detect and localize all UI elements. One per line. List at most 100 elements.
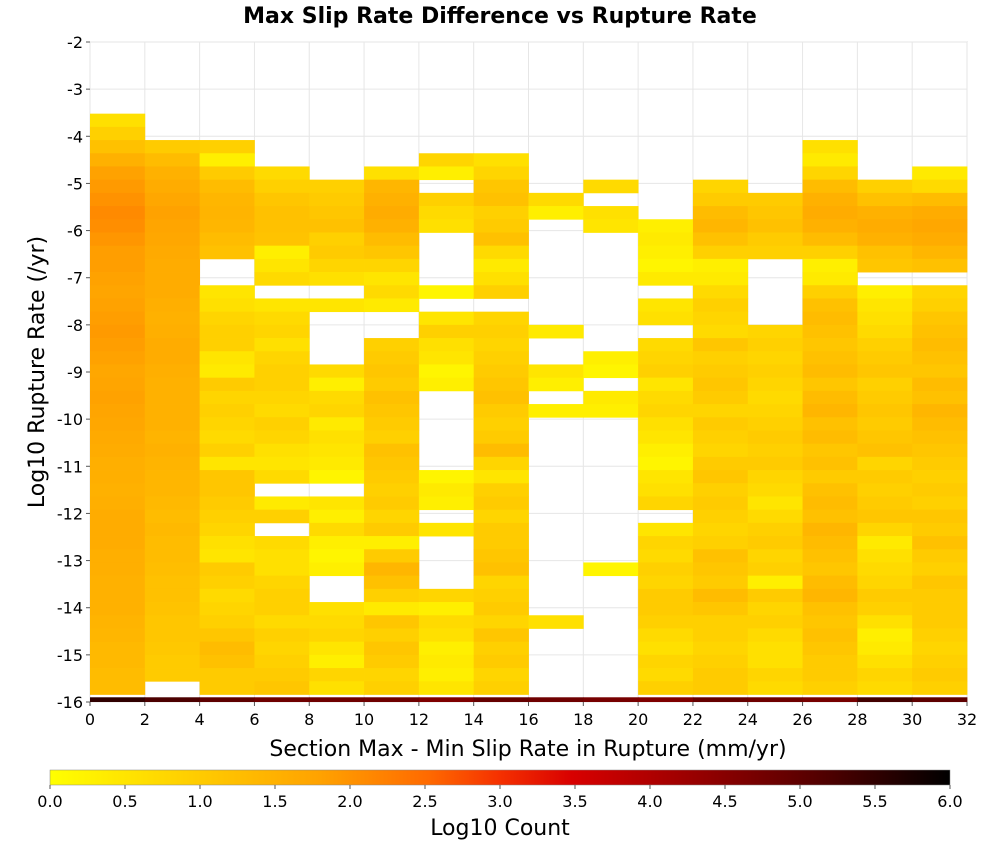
heatmap-cell bbox=[144, 668, 201, 682]
colorbar-tick-label: 1.0 bbox=[187, 792, 212, 811]
heatmap-cell bbox=[802, 430, 858, 445]
heatmap-cell bbox=[638, 641, 694, 656]
heatmap-cell bbox=[144, 166, 201, 181]
heatmap-cell bbox=[528, 615, 584, 629]
heatmap-cell bbox=[692, 470, 749, 484]
heatmap-cell bbox=[638, 575, 694, 590]
heatmap-cell bbox=[90, 522, 146, 537]
heatmap-cell bbox=[747, 456, 803, 471]
heatmap-cell bbox=[90, 417, 146, 431]
heatmap-cell bbox=[254, 219, 310, 233]
heatmap-cell bbox=[857, 324, 913, 339]
heatmap-cell bbox=[90, 285, 146, 299]
heatmap-cell bbox=[199, 681, 255, 695]
heatmap-cell bbox=[90, 470, 146, 484]
heatmap-cell bbox=[912, 364, 968, 379]
heatmap-cell bbox=[364, 351, 420, 365]
heatmap-cell bbox=[254, 417, 310, 431]
heatmap-cell bbox=[144, 522, 201, 537]
heatmap-cell bbox=[309, 219, 365, 233]
heatmap-cell bbox=[364, 496, 420, 511]
heatmap-cell bbox=[144, 470, 201, 484]
heatmap-cell bbox=[638, 522, 694, 537]
heatmap-cell bbox=[309, 522, 365, 537]
heatmap-cell bbox=[638, 681, 694, 695]
heatmap-cell bbox=[199, 575, 255, 590]
y-tick-labels: -2 -3 -4 -5 -6 -7 -8 -9 -10 -11 -12 -13 -14 -15 -16 bbox=[57, 33, 90, 712]
heatmap-cell bbox=[912, 575, 968, 590]
heatmap-cell bbox=[912, 496, 968, 511]
heatmap-cell bbox=[364, 575, 420, 590]
heatmap-cell bbox=[199, 192, 255, 207]
heatmap-cell bbox=[254, 390, 310, 405]
heatmap-cell bbox=[364, 536, 420, 550]
heatmap-cell bbox=[473, 430, 529, 445]
heatmap-cell bbox=[254, 298, 310, 313]
heatmap-cell bbox=[638, 536, 694, 550]
heatmap-cell bbox=[857, 456, 913, 471]
heatmap-cell bbox=[364, 641, 420, 656]
heatmap-cell bbox=[254, 681, 310, 695]
heatmap-cell bbox=[692, 338, 749, 352]
heatmap-cell bbox=[857, 443, 913, 458]
heatmap-cell bbox=[473, 681, 529, 695]
heatmap-cell bbox=[364, 404, 420, 418]
heatmap-cell-bottom bbox=[199, 697, 255, 702]
heatmap-cell bbox=[254, 364, 310, 379]
chart-title: Max Slip Rate Difference vs Rupture Rate bbox=[243, 4, 757, 29]
heatmap-cell bbox=[638, 232, 694, 247]
heatmap-cell-bottom bbox=[692, 697, 749, 702]
heatmap-cell bbox=[254, 245, 310, 260]
heatmap-cell bbox=[802, 641, 858, 656]
heatmap-cell bbox=[747, 536, 803, 550]
heatmap-cell bbox=[638, 443, 694, 458]
heatmap-cell bbox=[309, 654, 365, 669]
heatmap-cell bbox=[857, 575, 913, 590]
heatmap-cell bbox=[364, 258, 420, 273]
heatmap-cell bbox=[309, 641, 365, 656]
heatmap-cell bbox=[638, 483, 694, 497]
heatmap-cell bbox=[473, 166, 529, 181]
colorbar-tick-label: 5.0 bbox=[787, 792, 812, 811]
heatmap-cell bbox=[364, 470, 420, 484]
heatmap-cell bbox=[364, 192, 420, 207]
heatmap-cell bbox=[144, 206, 201, 220]
heatmap-cell bbox=[309, 668, 365, 682]
heatmap-cell bbox=[473, 351, 529, 365]
heatmap-cell bbox=[90, 430, 146, 445]
heatmap-cell bbox=[528, 206, 584, 220]
x-axis-label: Section Max - Min Slip Rate in Rupture (… bbox=[269, 737, 786, 762]
heatmap-cell bbox=[90, 628, 146, 643]
heatmap-cell bbox=[857, 298, 913, 313]
heatmap-cell bbox=[912, 522, 968, 537]
heatmap-cell bbox=[90, 404, 146, 418]
heatmap-cell bbox=[692, 443, 749, 458]
heatmap-cell bbox=[802, 681, 858, 695]
heatmap-cell bbox=[638, 364, 694, 379]
heatmap-cell bbox=[528, 192, 584, 207]
heatmap-cell bbox=[364, 298, 420, 313]
heatmap-cell bbox=[747, 443, 803, 458]
heatmap-cell bbox=[90, 443, 146, 458]
heatmap-cell bbox=[912, 483, 968, 497]
heatmap-cell bbox=[802, 232, 858, 247]
heatmap-cell bbox=[199, 483, 255, 497]
heatmap-cell bbox=[144, 351, 201, 365]
heatmap-cell bbox=[473, 549, 529, 563]
heatmap-cell bbox=[199, 311, 255, 326]
heatmap-cell bbox=[90, 351, 146, 365]
heatmap-cell bbox=[254, 404, 310, 418]
heatmap-cell bbox=[90, 377, 146, 392]
heatmap-cell bbox=[912, 192, 968, 207]
heatmap-cell bbox=[638, 351, 694, 365]
heatmap-cell bbox=[309, 496, 365, 511]
heatmap-cell bbox=[473, 324, 529, 339]
heatmap-cell bbox=[912, 324, 968, 339]
heatmap-cell bbox=[638, 602, 694, 616]
heatmap-cell bbox=[692, 496, 749, 511]
heatmap-cell bbox=[912, 258, 968, 273]
heatmap-cell bbox=[692, 179, 749, 194]
heatmap-cell bbox=[199, 351, 255, 365]
heatmap-cell bbox=[857, 377, 913, 392]
heatmap-cell bbox=[254, 258, 310, 273]
